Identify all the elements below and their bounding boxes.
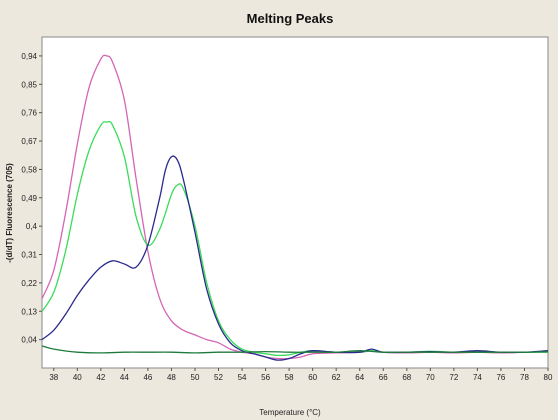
y-tick-label: 0,22 (21, 279, 37, 288)
x-tick-label: 46 (143, 373, 152, 382)
y-tick-label: 0,31 (21, 251, 37, 260)
x-axis-label: Temperature (°C) (259, 408, 321, 417)
y-tick-label: 0,67 (21, 137, 37, 146)
series-group (41, 54, 549, 361)
x-tick-label: 48 (167, 373, 176, 382)
x-tick-label: 58 (285, 373, 294, 382)
x-tick-label: 40 (73, 373, 82, 382)
x-tick-label: 50 (191, 373, 200, 382)
x-tick-label: 66 (379, 373, 388, 382)
y-tick-label: 0,04 (21, 336, 37, 345)
x-tick-label: 78 (520, 373, 529, 382)
y-tick-label: 0,4 (26, 222, 38, 231)
x-tick-label: 76 (496, 373, 505, 382)
chart-title: Melting Peaks (247, 11, 334, 26)
series-line-4 (41, 345, 549, 354)
x-axis: 38 40 42 44 46 48 50 52 54 56 58 60 62 64 66 68 70 72 74 76… (49, 368, 553, 382)
y-axis-label: -(d/dT) Fluorescence (705) (5, 163, 14, 263)
plot-area (41, 36, 549, 369)
x-tick-label: 56 (261, 373, 270, 382)
x-tick-label: 80 (544, 373, 553, 382)
x-tick-label: 72 (449, 373, 458, 382)
y-tick-label: 0,76 (21, 109, 37, 118)
x-tick-label: 38 (49, 373, 58, 382)
x-tick-label: 54 (238, 373, 247, 382)
x-tick-label: 44 (120, 373, 129, 382)
y-tick-label: 0,49 (21, 194, 37, 203)
x-tick-label: 68 (402, 373, 411, 382)
series-line-1 (41, 54, 549, 360)
x-tick-label: 74 (473, 373, 482, 382)
y-tick-label: 0,13 (21, 307, 37, 316)
x-tick-label: 62 (332, 373, 341, 382)
y-tick-label: 0,94 (21, 52, 37, 61)
y-tick-label: 0,85 (21, 80, 37, 89)
x-tick-label: 64 (355, 373, 364, 382)
y-tick-label: 0,58 (21, 165, 37, 174)
x-tick-label: 52 (214, 373, 223, 382)
x-tick-label: 60 (308, 373, 317, 382)
x-tick-label: 42 (96, 373, 105, 382)
x-tick-label: 70 (426, 373, 435, 382)
y-axis: 0,94 0,85 0,76 0,67 0,58 0,49 0,4 0,31 0,22 0,13 0… (21, 52, 42, 345)
